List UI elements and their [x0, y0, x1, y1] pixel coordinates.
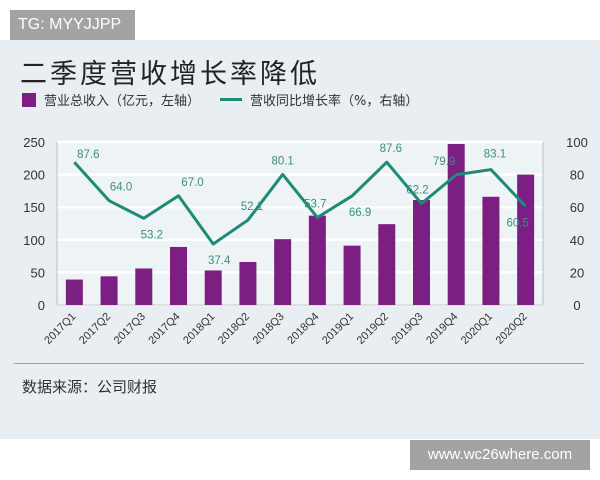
line-data-label: 79.9: [433, 156, 455, 168]
bar: [308, 215, 326, 305]
right-axis-tick: 60: [570, 200, 584, 215]
right-axis-tick: 40: [570, 233, 584, 248]
line-legend-swatch-icon: [220, 98, 243, 101]
left-axis-tick: 50: [31, 265, 45, 280]
plot-area: [57, 142, 543, 305]
line-data-label: 66.9: [349, 207, 371, 219]
line-data-label: 64.0: [110, 182, 132, 194]
watermark-top: TG: MYYJJPP: [10, 10, 135, 40]
x-axis-label: 2017Q4: [146, 311, 182, 347]
line-data-label: 53.2: [141, 229, 163, 241]
bar: [378, 224, 396, 305]
line-data-label: 60.5: [506, 217, 528, 229]
right-axis-tick: 20: [570, 265, 584, 280]
x-axis-label: 2019Q4: [424, 311, 460, 347]
x-axis-label: 2017Q1: [42, 311, 78, 347]
legend-line-label: 营收同比增长率（%，右轴）: [250, 94, 419, 109]
x-axis-label: 2018Q3: [251, 311, 287, 347]
line-data-label: 62.2: [406, 185, 428, 197]
x-axis-label: 2019Q1: [320, 311, 356, 347]
left-axis-tick: 200: [23, 168, 45, 183]
bar: [65, 279, 83, 305]
left-axis-tick: 100: [23, 233, 45, 248]
line-data-label: 80.1: [271, 155, 293, 167]
line-data-label: 87.6: [77, 149, 99, 161]
bar: [447, 143, 465, 305]
right-axis-tick: 100: [566, 135, 588, 150]
x-axis-label: 2020Q2: [494, 311, 530, 347]
bar: [170, 246, 187, 305]
bar: [239, 261, 257, 305]
legend-bar-label: 营业总收入（亿元，左轴）: [44, 94, 201, 109]
line-data-label: 52.1: [241, 201, 263, 213]
x-axis-label: 2018Q1: [181, 311, 217, 347]
data-source: 数据来源：公司财报: [22, 378, 158, 396]
bar: [343, 245, 361, 305]
bar: [517, 174, 535, 305]
line-data-label: 37.4: [208, 255, 231, 267]
line-data-label: 87.6: [380, 143, 402, 155]
growth-line: [73, 160, 527, 246]
bar: [135, 268, 153, 305]
bar: [274, 239, 292, 305]
right-axis-tick: 0: [573, 298, 580, 313]
legend: 营业总收入（亿元，左轴） 营收同比增长率（%，右轴）: [22, 90, 418, 109]
x-axis-label: 2019Q3: [389, 311, 425, 347]
x-axis-label: 2019Q2: [355, 311, 391, 347]
x-axis-label: 2020Q1: [459, 311, 495, 347]
divider: [14, 363, 584, 364]
watermark-bottom: www.wc26where.com: [410, 440, 590, 470]
right-axis-tick: 80: [570, 168, 584, 183]
line-data-label: 83.1: [484, 149, 506, 161]
bar: [204, 270, 222, 305]
x-axis-label: 2017Q2: [77, 311, 113, 347]
bar: [482, 196, 500, 305]
x-axis-label: 2018Q4: [285, 311, 321, 347]
left-axis-tick: 250: [23, 135, 45, 150]
chart-title: 二季度营收增长率降低: [20, 59, 320, 90]
bar-legend-swatch-icon: [22, 92, 36, 107]
line-data-label: 53.7: [304, 198, 326, 210]
x-axis-label: 2017Q3: [112, 311, 148, 347]
line-data-label: 67.0: [181, 177, 203, 189]
left-axis-tick: 150: [23, 200, 45, 215]
bar: [100, 276, 118, 305]
bar: [413, 200, 430, 305]
x-axis-label: 2018Q2: [216, 311, 252, 347]
left-axis-tick: 0: [38, 298, 45, 313]
